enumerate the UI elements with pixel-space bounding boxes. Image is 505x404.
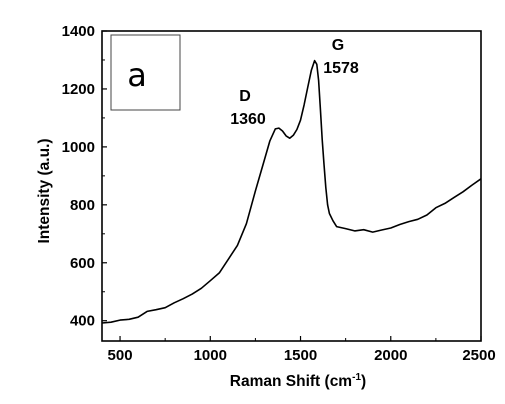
peak-value-D: 1360 — [230, 111, 266, 128]
x-tick-label-1500: 1500 — [284, 347, 317, 364]
panel-label-box — [110, 34, 181, 111]
x-axis-label-main: Raman Shift (cm — [230, 373, 352, 390]
peak-label-G: G — [332, 37, 344, 54]
y-axis: 400 600 800 1000 1200 1400 — [62, 23, 107, 330]
y-tick-label-1200: 1200 — [62, 81, 95, 98]
x-tick-label-500: 500 — [108, 347, 133, 364]
x-axis-label-sup: -1 — [352, 372, 361, 383]
x-axis-label: Raman Shift (cm-1) — [230, 372, 366, 390]
y-tick-label-600: 600 — [70, 255, 95, 272]
plot-area — [101, 30, 482, 342]
y-tick-label-1000: 1000 — [62, 139, 95, 156]
x-tick-label-2500: 2500 — [462, 347, 495, 364]
x-axis-label-tail: ) — [361, 373, 366, 390]
y-axis-label: Intensity (a.u.) — [36, 138, 53, 243]
panel-label: a — [127, 56, 147, 94]
y-tick-label-400: 400 — [70, 313, 95, 330]
peak-value-G: 1578 — [323, 60, 359, 77]
peak-label-D: D — [239, 88, 251, 105]
series-line-0 — [101, 59, 482, 324]
plot-frame — [101, 30, 482, 342]
y-tick-label-800: 800 — [70, 197, 95, 214]
x-tick-label-2000: 2000 — [374, 347, 407, 364]
x-tick-label-1000: 1000 — [194, 347, 227, 364]
y-tick-label-1400: 1400 — [62, 23, 95, 40]
x-axis: 500 1000 1500 2000 2500 — [108, 336, 496, 364]
